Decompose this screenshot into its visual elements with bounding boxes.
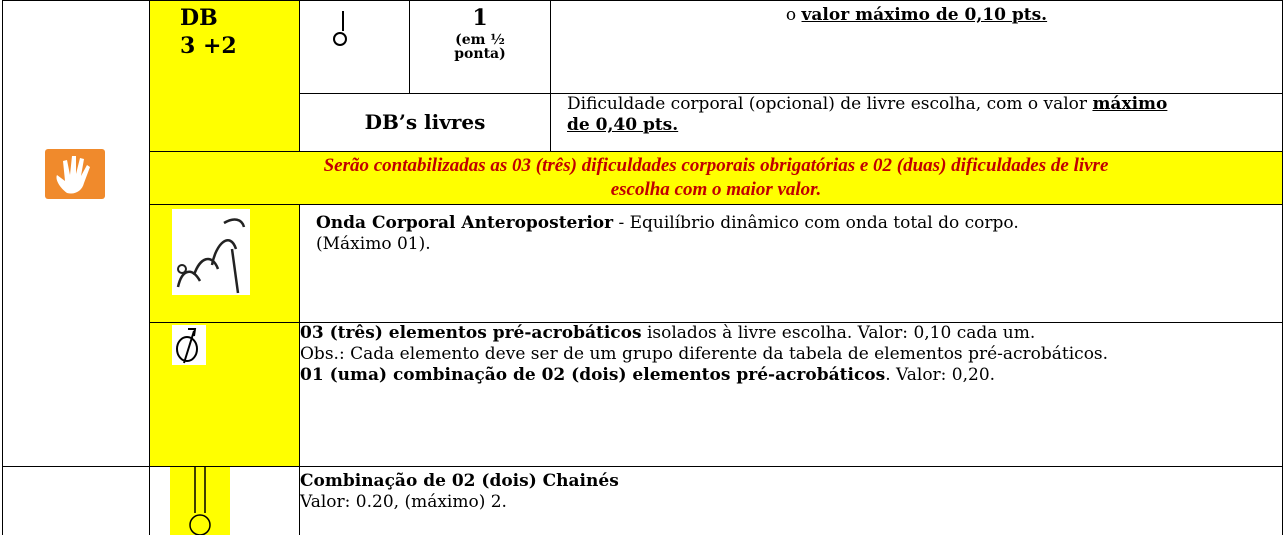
hand-cell <box>2 0 150 467</box>
free-db-label: DB’s livres <box>299 93 551 152</box>
acro-text: 03 (três) elementos pré-acrobáticos isol… <box>299 321 1283 467</box>
chaine-text: Combinação de 02 (dois) Chainés Valor: 0.… <box>299 465 1283 535</box>
title: Combinação de 02 (dois) Chainés <box>300 470 619 491</box>
db-cell: DB 3 +2 <box>149 0 300 152</box>
text2: . Valor: 0,20. <box>885 365 996 385</box>
title1: 03 (três) elementos pré-acrobáticos <box>300 322 642 343</box>
count-cell: 1 (em ½ ponta) <box>409 0 551 94</box>
title2: 01 (uma) combinação de 02 (dois) element… <box>300 365 886 385</box>
db-label: DB <box>180 5 218 31</box>
empty-cell <box>2 465 150 535</box>
text: Dificuldade corporal (opcional) de livre… <box>567 94 1093 114</box>
text: Valor: 0.20, (máximo) 2. <box>300 491 507 512</box>
obs: Obs.: Cada elemento deve ser de um grupo… <box>300 343 1109 364</box>
wave-icon <box>172 208 250 295</box>
wave-icon-cell <box>149 203 300 323</box>
db-count: 3 +2 <box>180 32 237 59</box>
releve-icon-cell <box>299 0 410 94</box>
text: - Equilíbrio dinâmico com onda total do … <box>316 212 1019 254</box>
text-bold: máximo de 0,40 pts. <box>567 94 1168 136</box>
wave-text: Onda Corporal Anteroposterior - Equilíbr… <box>299 203 1283 323</box>
releve-icon <box>333 11 347 46</box>
text1: isolados à livre escolha. Valor: 0,10 ca… <box>641 322 1036 343</box>
text: o <box>785 5 802 25</box>
text-bold: valor máximo de 0,10 pts. <box>801 5 1048 25</box>
chaine-icon-cell <box>149 465 300 535</box>
chaine-icon <box>170 466 230 535</box>
count-note: (em ½ ponta) <box>454 31 506 62</box>
hand-icon <box>45 149 105 199</box>
count: 1 <box>472 5 488 31</box>
note: Serão contabilizadas as 03 (três) dificu… <box>149 151 1283 205</box>
title: Onda Corporal Anteroposterior <box>316 212 614 233</box>
row1-text: o valor máximo de 0,10 pts. <box>550 0 1283 94</box>
acro-icon-cell <box>149 321 300 467</box>
acro-icon <box>172 324 206 365</box>
row2-text: Dificuldade corporal (opcional) de livre… <box>550 93 1283 152</box>
